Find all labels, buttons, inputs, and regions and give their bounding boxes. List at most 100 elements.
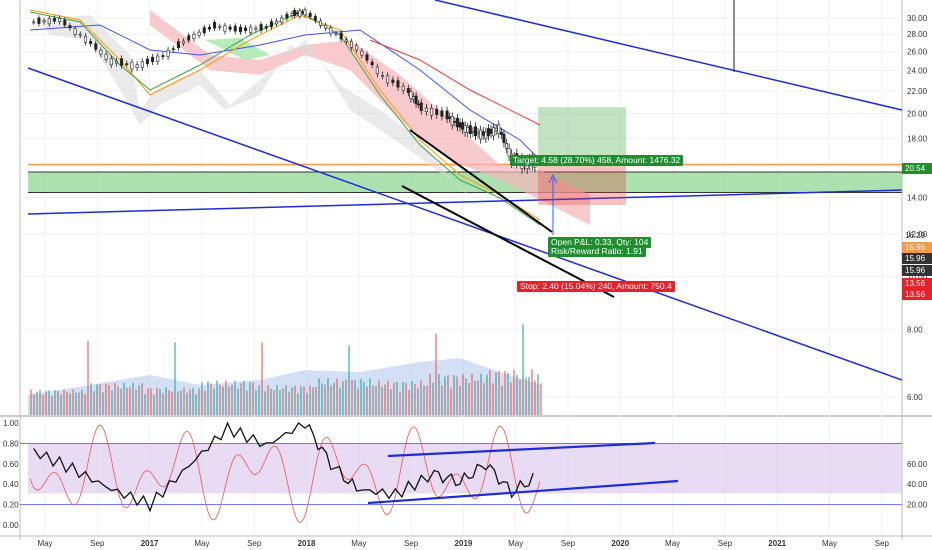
volume-bar: [36, 391, 38, 415]
position-arrow-head: [548, 173, 558, 184]
risk-reward-label: Risk/Reward Ratio: 1.91: [548, 246, 646, 257]
volume-bar: [180, 390, 182, 415]
candle-body: [386, 75, 390, 84]
candle-body: [334, 33, 338, 35]
candle-body: [166, 49, 170, 58]
candle-body: [63, 19, 67, 26]
oscillator-black-line: [33, 421, 534, 513]
candle-body: [471, 131, 475, 133]
volume-bar: [513, 369, 515, 415]
candle-body: [414, 95, 418, 105]
volume-bar: [282, 388, 284, 415]
volume-bar: [510, 382, 512, 415]
volume-bar: [186, 392, 188, 415]
candle-body: [458, 122, 462, 128]
volume-bar: [153, 394, 155, 415]
candle-body: [275, 20, 279, 25]
time-tick-label: 2021: [768, 539, 786, 548]
candle-body: [285, 13, 289, 19]
candle-body: [120, 58, 124, 66]
volume-bar: [138, 385, 140, 415]
candle-body: [468, 125, 472, 134]
volume-bar: [66, 391, 68, 415]
volume-bar: [132, 382, 134, 415]
volume-bar: [123, 382, 125, 415]
candle-body: [300, 11, 304, 14]
time-tick-label: Sep: [718, 539, 733, 548]
volume-bar: [333, 382, 335, 415]
volume-bar: [72, 389, 74, 415]
volume-bar: [390, 389, 392, 415]
volume-bar: [69, 393, 71, 415]
candle-body: [264, 26, 268, 29]
candle-body: [499, 131, 503, 135]
volume-bar: [309, 385, 311, 415]
volume-bar: [147, 388, 149, 415]
volume-bar: [102, 392, 104, 415]
volume-bar: [456, 376, 458, 415]
volume-bar: [99, 383, 101, 415]
time-tick-label: Sep: [561, 539, 576, 548]
volume-bar: [57, 390, 59, 415]
stop-label[interactable]: Stop: 2.40 (15.04%) 240, Amount: 750.4: [517, 281, 675, 292]
volume-bar: [528, 376, 530, 415]
candle-body: [233, 25, 237, 32]
candle-body: [73, 28, 77, 35]
volume-bar: [516, 375, 518, 415]
volume-bar: [366, 386, 368, 415]
volume-bar: [177, 391, 179, 415]
candle-body: [218, 26, 222, 28]
candle-body: [83, 35, 87, 43]
volume-bar: [261, 342, 263, 415]
volume-bar: [90, 383, 92, 415]
volume-bar: [168, 390, 170, 415]
candle-body: [463, 125, 467, 133]
volume-bar: [159, 389, 161, 415]
candle-body: [228, 26, 232, 30]
volume-bar: [111, 390, 113, 415]
candle-body: [32, 21, 36, 24]
volume-bar: [105, 383, 107, 415]
candle-body: [461, 122, 465, 130]
price-tick-label: 18.00: [907, 134, 928, 143]
candle-body: [455, 117, 459, 128]
volume-bar: [357, 388, 359, 415]
candle-body: [176, 41, 180, 49]
volume-bar: [258, 385, 260, 415]
price-tick-label: 20.00: [907, 109, 928, 118]
oscillator-left-tick: 0.40: [3, 480, 19, 489]
ichimoku-cloud: [150, 10, 590, 225]
volume-bar: [417, 387, 419, 415]
volume-bar: [462, 374, 464, 415]
volume-bar: [267, 385, 269, 415]
candle-body: [290, 13, 294, 16]
candle-body: [430, 108, 434, 116]
candle-body: [318, 20, 322, 26]
candle-body: [303, 9, 307, 16]
volume-bar: [300, 386, 302, 415]
volume-bar: [45, 390, 47, 415]
candle-body: [187, 35, 191, 41]
volume-bar: [336, 378, 338, 415]
volume-bar: [63, 389, 65, 415]
volume-bar: [342, 381, 344, 415]
trendline-resistance-upper: [434, 0, 903, 111]
bollinger-band: [40, 15, 500, 210]
target-label[interactable]: Target: 4.58 (28.70%) 458, Amount: 1476.…: [510, 155, 684, 166]
moving-average-slow: [29, 24, 541, 161]
volume-bar: [216, 380, 218, 415]
candle-body: [78, 33, 82, 36]
volume-bar: [429, 373, 431, 415]
volume-bar: [537, 374, 539, 415]
volume-bar: [408, 389, 410, 415]
candle-body: [280, 17, 284, 23]
price-tick-label: 14.00: [907, 193, 928, 202]
candle-body: [130, 61, 134, 70]
volume-bar: [387, 380, 389, 415]
volume-bar: [165, 387, 167, 415]
oscillator-red-line: [29, 424, 541, 524]
volume-bar: [243, 381, 245, 415]
entry-price-tag: 15.96: [902, 242, 932, 253]
volume-bar: [441, 385, 443, 415]
